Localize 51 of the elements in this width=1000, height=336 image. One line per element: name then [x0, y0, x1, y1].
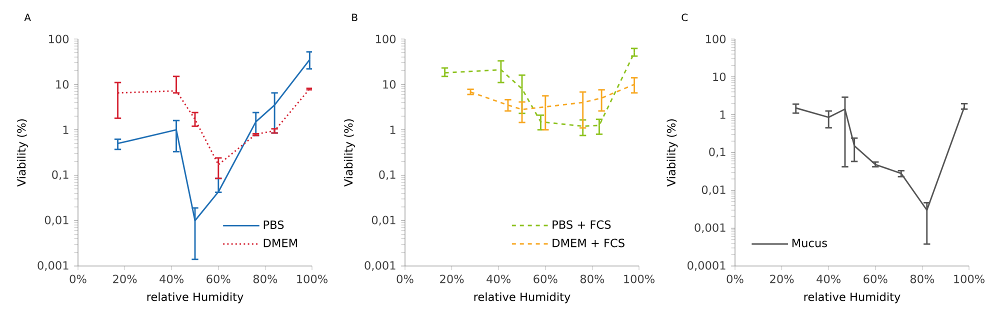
x-tick-label: 100% — [297, 274, 328, 284]
y-axis-title: Viability (%) — [16, 119, 28, 187]
chart-title: C — [682, 14, 688, 22]
y-tick-label: 1 — [390, 126, 396, 134]
y-tick-label: 0,01 — [372, 216, 396, 226]
x-tick-label: 40% — [486, 274, 511, 284]
legend-label: Mucus — [792, 238, 827, 248]
x-tick-label: 20% — [770, 274, 794, 284]
legend-label: PBS + FCS — [552, 220, 611, 229]
y-tick-label: 10 — [56, 80, 69, 89]
y-axis-title: Viability (%) — [344, 119, 355, 187]
y-tick-label: 0,001 — [38, 261, 68, 271]
y-tick-label: 0,0001 — [688, 261, 726, 271]
x-tick-label: 40% — [160, 274, 184, 284]
legend-label: DMEM + FCS — [552, 238, 624, 248]
y-tick-label: 0,01 — [702, 185, 726, 196]
y-tick-label: 0,1 — [709, 148, 726, 158]
x-tick-label: 80% — [910, 274, 934, 284]
chart-title: B — [352, 14, 358, 22]
x-tick-label: 20% — [113, 274, 137, 284]
x-tick-label: 100% — [954, 274, 985, 284]
x-tick-label: 0% — [396, 274, 414, 284]
legend-label: DMEM — [264, 238, 297, 248]
y-tick-label: 0,01 — [44, 216, 68, 226]
x-tick-label: 60% — [206, 274, 230, 284]
legend-label: PBS — [264, 220, 284, 230]
y-tick-label: 1 — [63, 126, 68, 134]
y-tick-label: 0,1 — [52, 170, 68, 180]
y-tick-label: 0,001 — [694, 223, 726, 234]
x-tick-label: 0% — [726, 274, 744, 284]
y-tick-label: 10 — [383, 80, 396, 89]
x-tick-label: 80% — [580, 274, 604, 284]
y-tick-label: 10 — [713, 72, 726, 82]
y-tick-label: 100 — [376, 34, 396, 44]
chart-title: A — [24, 14, 31, 22]
x-tick-label: 80% — [253, 274, 278, 284]
x-tick-label: 60% — [864, 274, 888, 284]
x-tick-label: 0% — [70, 274, 86, 284]
x-axis-title: relative Humidity — [474, 292, 570, 304]
x-axis-title: relative Humidity — [804, 292, 900, 304]
y-axis-title: Viability (%) — [666, 119, 678, 187]
y-tick-label: 1 — [720, 110, 726, 119]
y-tick-label: 100 — [49, 34, 69, 44]
y-tick-label: 0,001 — [364, 261, 396, 271]
x-axis-title: relative Humidity — [147, 292, 244, 304]
x-tick-label: 20% — [440, 274, 464, 284]
y-tick-label: 0,1 — [379, 170, 396, 180]
y-tick-label: 100 — [706, 34, 726, 44]
x-tick-label: 100% — [624, 274, 655, 284]
x-tick-label: 40% — [816, 274, 841, 284]
x-tick-label: 60% — [534, 274, 558, 284]
